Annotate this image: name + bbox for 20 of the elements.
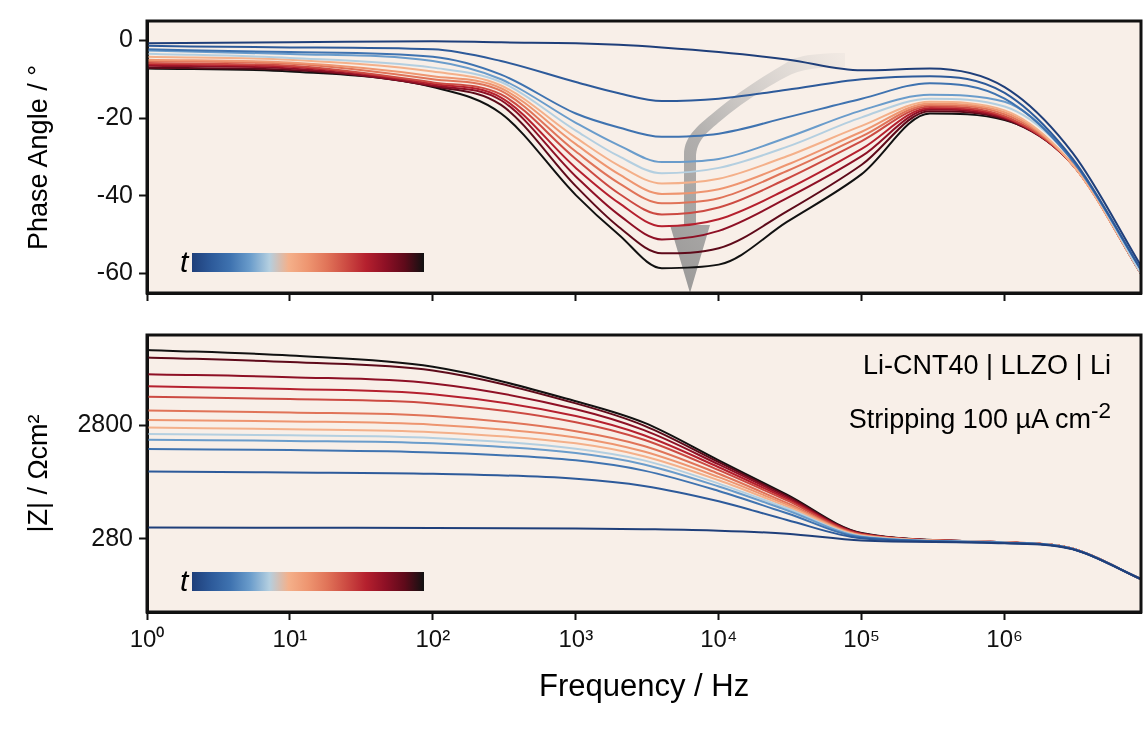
annotation: Stripping 100 µA cm$^{-2}$: [848, 397, 1111, 436]
y-tick-label: -20: [96, 102, 133, 131]
y-axis-title: Phase Angle / °: [22, 64, 54, 250]
y-tick-label: 0: [119, 24, 133, 53]
x-tick-label: 10¹: [272, 625, 308, 653]
x-tick-label: 10⁰: [129, 625, 165, 653]
x-tick-label: 10³: [558, 625, 594, 653]
annotation: Li-CNT40 | LLZO | Li: [862, 349, 1111, 382]
y-tick-label: -40: [96, 179, 133, 208]
y-tick-label: -60: [96, 257, 133, 286]
x-tick-label: 10⁴: [700, 625, 738, 653]
x-tick-label: 10⁵: [843, 625, 880, 653]
y-tick-label: 280: [91, 522, 133, 551]
legend-title: t: [180, 245, 189, 279]
legend-title: t: [180, 564, 189, 598]
y-tick-label: 2800: [77, 409, 133, 438]
x-axis-title: Frequency / Hz: [539, 668, 750, 704]
x-tick-label: 10⁶: [986, 625, 1023, 653]
y-axis-title: |Z| / Ωcm²: [22, 414, 54, 533]
x-tick-label: 10²: [415, 625, 451, 653]
